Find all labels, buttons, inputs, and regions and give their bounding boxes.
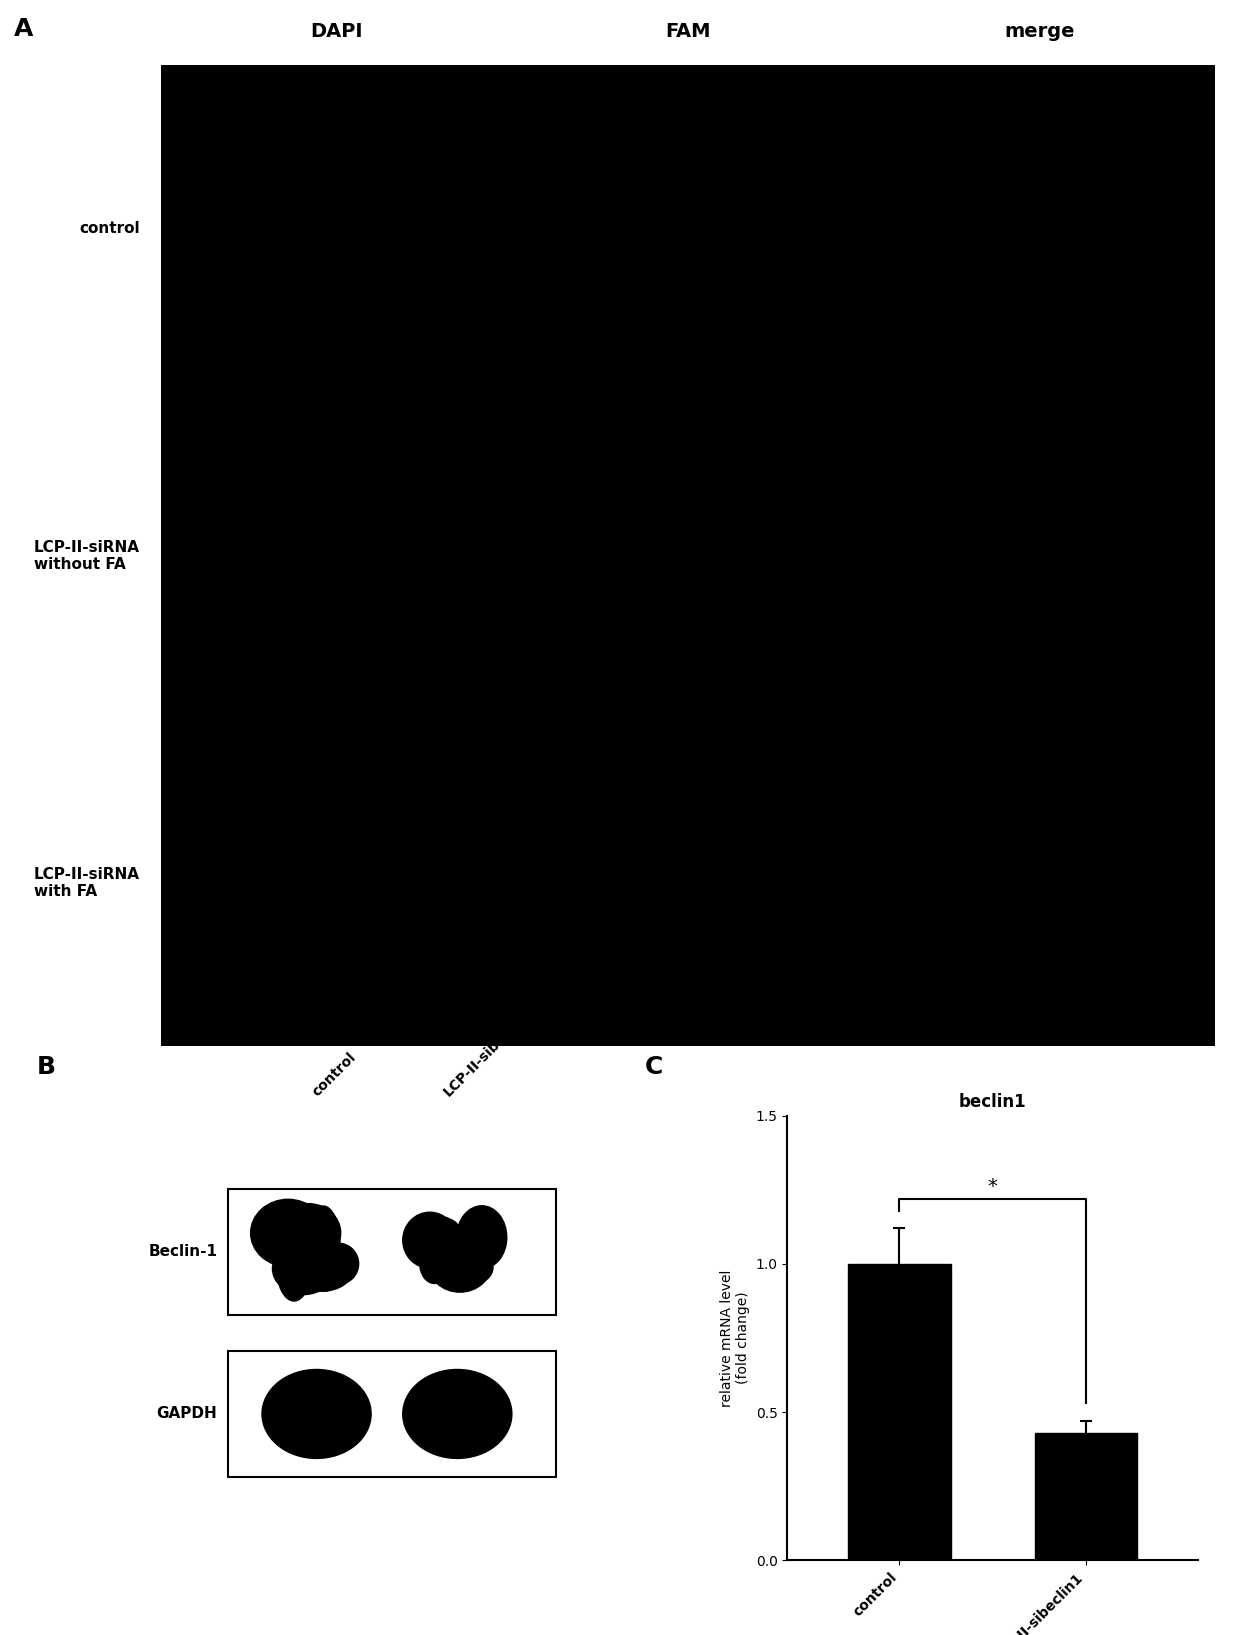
Ellipse shape [456,1205,507,1269]
Text: LCP-II-siRNA
without FA: LCP-II-siRNA without FA [35,540,140,572]
Ellipse shape [273,1243,335,1295]
Text: merge: merge [1004,21,1075,41]
Text: LCP-II-siRNA
with FA: LCP-II-siRNA with FA [35,867,140,899]
Ellipse shape [422,1239,480,1282]
Text: B: B [37,1055,56,1079]
Text: LCP-II-sibeclin1: LCP-II-sibeclin1 [441,1004,536,1099]
Ellipse shape [403,1212,456,1269]
Bar [228,1189,556,1315]
Ellipse shape [428,1234,492,1292]
Text: Beclin-1: Beclin-1 [149,1244,217,1259]
Text: FAM: FAM [666,21,711,41]
Text: A: A [14,16,33,41]
Ellipse shape [250,1200,326,1267]
Text: control: control [79,221,140,237]
Ellipse shape [275,1216,309,1288]
Text: C: C [645,1055,663,1079]
Ellipse shape [458,1231,497,1264]
Ellipse shape [293,1212,335,1267]
Ellipse shape [419,1243,449,1283]
Ellipse shape [403,1370,512,1458]
Ellipse shape [451,1251,494,1283]
Ellipse shape [301,1243,347,1292]
Ellipse shape [293,1251,352,1292]
Text: control: control [310,1050,360,1099]
Bar [228,1351,556,1476]
Text: GAPDH: GAPDH [156,1406,217,1421]
Ellipse shape [277,1231,311,1301]
Ellipse shape [277,1203,341,1262]
Ellipse shape [405,1216,461,1252]
Ellipse shape [262,1370,371,1458]
Ellipse shape [419,1231,474,1285]
Ellipse shape [306,1207,340,1280]
Ellipse shape [278,1218,324,1272]
Text: DAPI: DAPI [310,21,363,41]
Ellipse shape [429,1221,461,1280]
Ellipse shape [278,1228,330,1274]
Ellipse shape [317,1243,358,1285]
